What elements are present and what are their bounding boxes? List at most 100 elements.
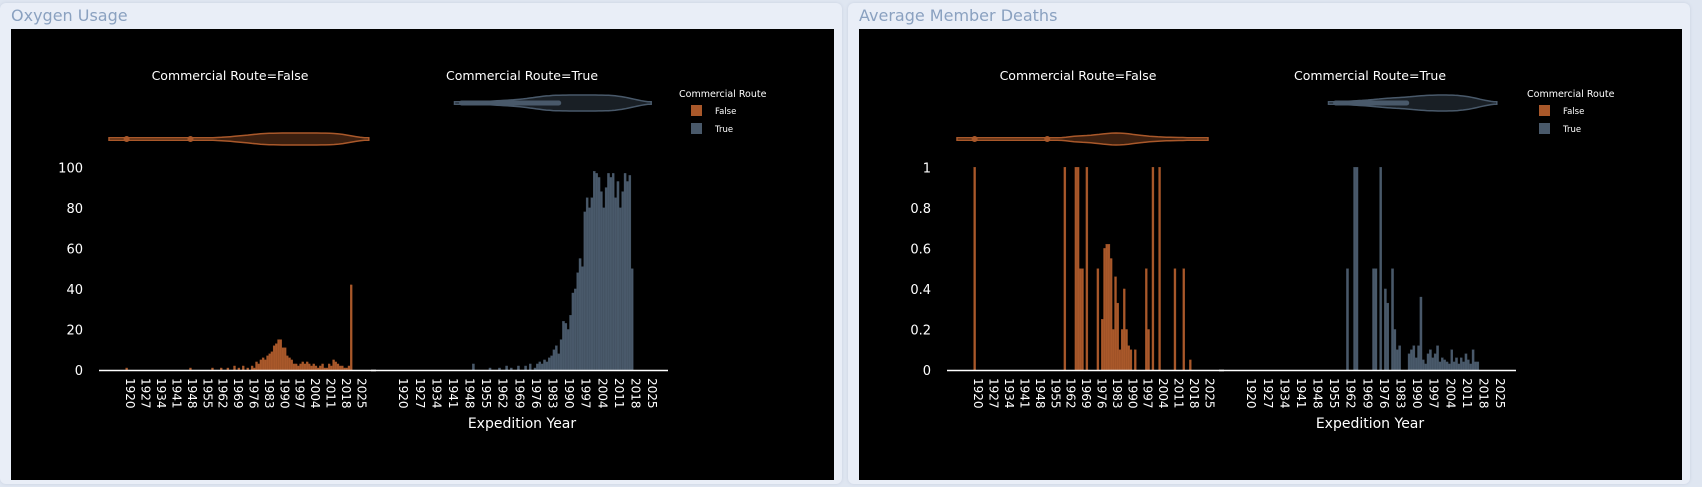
bar (261, 357, 265, 371)
oxygen-usage-chart[interactable]: 0 20 40 60 80 100 Commercial Route=False 1920 19… (11, 29, 834, 480)
x-tick-label: 2018 (628, 378, 642, 409)
bar (1410, 349, 1413, 371)
legend-item: False (715, 107, 736, 117)
bar (334, 361, 337, 371)
bar (1109, 258, 1113, 371)
bar (1467, 359, 1470, 371)
bar (1433, 353, 1437, 371)
bar (616, 181, 620, 371)
x-tick-label: 2011 (1460, 378, 1474, 409)
x-tick-label: 2025 (354, 378, 368, 409)
bar (600, 191, 603, 371)
bar (1127, 345, 1130, 371)
bar (550, 355, 553, 371)
bar (1063, 167, 1067, 371)
legend-item: True (714, 125, 733, 135)
bar (341, 365, 344, 371)
bar (1189, 359, 1192, 371)
x-tick-label: 2004 (595, 378, 609, 409)
x-tick-label: 2025 (1202, 378, 1216, 409)
bar (314, 365, 318, 371)
bar (189, 367, 192, 371)
bar (1417, 345, 1420, 371)
x-tick-label: 1934 (154, 378, 168, 409)
x-tick-label: 1997 (579, 378, 593, 409)
bar (250, 365, 254, 371)
bar (283, 347, 287, 371)
x-tick-label: 1983 (1110, 378, 1124, 409)
bar (237, 367, 241, 371)
legend-swatch (691, 105, 702, 116)
bar (246, 367, 249, 371)
bar (1103, 248, 1106, 371)
x-tick-label: 1920 (123, 378, 137, 409)
bar (1355, 167, 1359, 371)
bar (1393, 329, 1397, 371)
bar (1445, 361, 1449, 371)
bar (505, 365, 508, 371)
bar (242, 365, 245, 371)
y-tick-label: 80 (66, 202, 83, 217)
bar (585, 197, 589, 371)
bar (1372, 268, 1375, 371)
bar (1145, 268, 1148, 371)
x-tick-label: 2004 (308, 378, 322, 409)
panel-title: Average Member Deaths (859, 6, 1058, 25)
x-tick-label: 2025 (1493, 378, 1507, 409)
violin-point (187, 136, 194, 142)
bar (536, 363, 539, 371)
bar (253, 367, 256, 371)
bar (611, 173, 615, 371)
bar (1114, 276, 1117, 371)
bar (1452, 361, 1456, 371)
bar (279, 339, 282, 371)
bar (1074, 167, 1078, 371)
violin-marginal (956, 132, 1209, 146)
average-member-deaths-chart[interactable]: 0 0.2 0.4 0.6 0.8 1 Commercial Route=False 1920… (859, 29, 1682, 480)
bar (1384, 288, 1387, 371)
legend-item: True (1562, 125, 1581, 135)
violin-point (1044, 136, 1051, 142)
panel-title: Oxygen Usage (11, 6, 128, 25)
bar (548, 357, 551, 371)
x-tick-label: 1997 (1427, 378, 1441, 409)
x-tick-label: 1976 (1377, 378, 1391, 409)
average-member-deaths-panel: Average Member Deaths 0 0.2 0.4 0.6 0.8 1 Comm… (848, 3, 1690, 484)
bar (628, 175, 632, 371)
bar (609, 177, 613, 371)
bar (1147, 329, 1150, 371)
bar (255, 361, 258, 371)
bar (233, 365, 236, 371)
x-tick-label: 2025 (645, 378, 659, 409)
bar (257, 363, 260, 371)
bar (1374, 268, 1378, 371)
x-tick-label: 1990 (562, 378, 576, 409)
x-tick-label: 1962 (496, 378, 510, 409)
x-tick-label: 1955 (1048, 378, 1062, 409)
bar (1379, 167, 1382, 371)
bar (294, 363, 298, 371)
bar (630, 268, 634, 371)
x-tick-label: 1976 (1095, 378, 1109, 409)
x-tick-label: 1969 (512, 378, 526, 409)
facet-title: Commercial Route=False (1000, 68, 1157, 83)
x-tick-label: 1948 (1033, 378, 1047, 409)
x-tick-label: 1976 (247, 378, 261, 409)
legend-title: Commercial Route (679, 89, 767, 100)
x-tick-label: 1997 (1141, 378, 1155, 409)
bar (332, 359, 335, 371)
x-tick-label: 1955 (200, 378, 214, 409)
bar (510, 367, 513, 371)
bar (1471, 349, 1475, 371)
bar (288, 357, 291, 371)
violin-point (971, 136, 978, 142)
x-tick-label: 1920 (971, 378, 985, 409)
bar (517, 365, 520, 371)
bar (1443, 359, 1446, 371)
x-tick-label: 1990 (277, 378, 291, 409)
bar (1158, 167, 1161, 371)
bar (1151, 167, 1155, 371)
bar (621, 191, 624, 371)
bar (343, 367, 346, 371)
x-tick-label: 1934 (1002, 378, 1016, 409)
